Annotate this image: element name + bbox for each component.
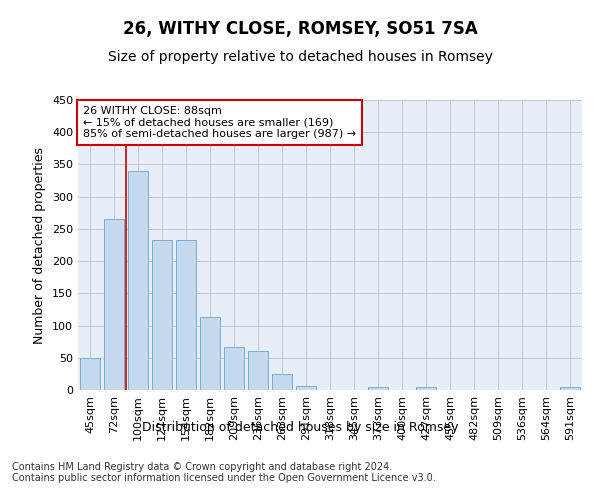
Bar xyxy=(128,171,148,390)
Bar xyxy=(560,387,580,390)
Text: Size of property relative to detached houses in Romsey: Size of property relative to detached ho… xyxy=(107,50,493,64)
Bar xyxy=(296,386,316,390)
Bar xyxy=(416,387,436,390)
Text: Contains HM Land Registry data © Crown copyright and database right 2024.
Contai: Contains HM Land Registry data © Crown c… xyxy=(12,462,436,483)
Bar xyxy=(152,240,172,390)
Bar xyxy=(176,240,196,390)
Bar xyxy=(248,350,268,390)
Y-axis label: Number of detached properties: Number of detached properties xyxy=(34,146,46,344)
Bar xyxy=(368,387,388,390)
Text: Distribution of detached houses by size in Romsey: Distribution of detached houses by size … xyxy=(142,421,458,434)
Text: 26 WITHY CLOSE: 88sqm
← 15% of detached houses are smaller (169)
85% of semi-det: 26 WITHY CLOSE: 88sqm ← 15% of detached … xyxy=(83,106,356,139)
Bar xyxy=(272,374,292,390)
Text: 26, WITHY CLOSE, ROMSEY, SO51 7SA: 26, WITHY CLOSE, ROMSEY, SO51 7SA xyxy=(122,20,478,38)
Bar xyxy=(200,317,220,390)
Bar xyxy=(80,358,100,390)
Bar xyxy=(104,219,124,390)
Bar xyxy=(224,347,244,390)
